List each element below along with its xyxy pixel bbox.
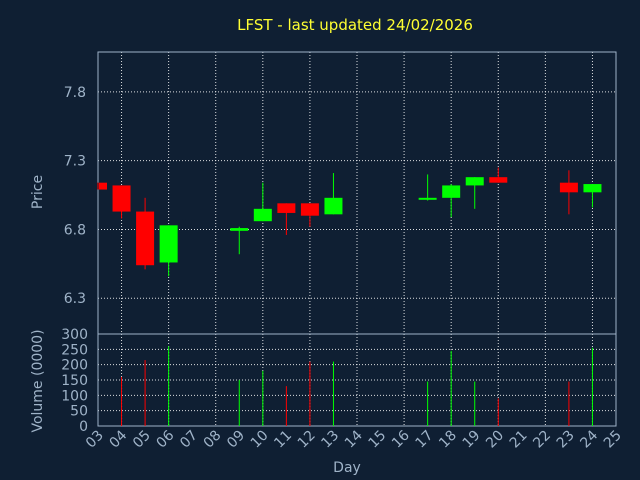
candles xyxy=(97,167,602,277)
day-tick-label: 12 xyxy=(295,428,319,452)
price-tick-label: 7.8 xyxy=(64,85,86,101)
day-tick-label: 20 xyxy=(483,428,507,452)
candle-body xyxy=(112,185,131,212)
candle-body xyxy=(253,208,272,222)
candle-body xyxy=(300,203,319,216)
volume-tick-label: 150 xyxy=(61,373,88,389)
day-tick-label: 21 xyxy=(507,428,531,452)
day-tick-label: 16 xyxy=(389,427,413,451)
candle-body xyxy=(583,184,602,193)
day-tick-label: 22 xyxy=(530,428,554,452)
candle-body xyxy=(159,225,178,263)
price-axis: 7.8 7.3 6.8 6.3 xyxy=(64,85,86,307)
candle-body xyxy=(489,177,508,183)
candle-body xyxy=(324,197,343,215)
candle-body xyxy=(418,197,437,200)
day-tick-label: 11 xyxy=(271,428,295,452)
day-tick-label: 10 xyxy=(248,428,272,452)
day-tick-label: 18 xyxy=(436,428,460,452)
candle-body xyxy=(136,211,155,266)
volume-tick-label: 300 xyxy=(61,327,88,343)
day-tick-label: 05 xyxy=(130,428,154,452)
volume-axis-label: Volume (0000) xyxy=(30,329,46,432)
day-tick-label: 19 xyxy=(460,428,484,452)
price-tick-label: 6.8 xyxy=(64,222,86,238)
volume-tick-label: 50 xyxy=(70,404,88,420)
volume-bars xyxy=(121,346,593,426)
volume-grid xyxy=(98,333,616,426)
price-tick-label: 7.3 xyxy=(64,154,86,170)
volume-tick-label: 250 xyxy=(61,342,88,358)
price-tick-label: 6.3 xyxy=(64,291,86,307)
day-tick-label: 04 xyxy=(106,427,130,451)
volume-tick-label: 200 xyxy=(61,358,88,374)
day-tick-label: 07 xyxy=(177,428,201,452)
day-tick-label: 13 xyxy=(318,428,342,452)
day-tick-label: 25 xyxy=(601,428,625,452)
candle-body xyxy=(277,203,296,213)
volume-tick-label: 100 xyxy=(61,388,88,404)
candle-body xyxy=(559,182,578,193)
day-axis: 03 04 05 06 07 08 09 10 11 12 13 14 15 16 17 18 19 20 21 22… xyxy=(83,427,625,451)
day-tick-label: 15 xyxy=(365,428,389,452)
day-tick-label: 24 xyxy=(577,427,601,451)
candle-body xyxy=(465,177,484,186)
day-tick-label: 23 xyxy=(554,428,578,452)
candle-body xyxy=(442,185,461,198)
volume-panel-frame xyxy=(97,333,617,427)
day-tick-label: 17 xyxy=(413,428,437,452)
candle-body xyxy=(99,182,107,190)
x-axis-label: Day xyxy=(333,460,361,476)
chart-title: LFST - last updated 24/02/2026 xyxy=(237,16,473,34)
candle-body xyxy=(230,228,249,231)
day-tick-label: 14 xyxy=(342,427,366,451)
day-tick-label: 06 xyxy=(154,427,178,451)
price-grid xyxy=(98,52,616,334)
day-tick-label: 09 xyxy=(224,428,248,452)
day-tick-label: 08 xyxy=(201,428,225,452)
y-axis-label: Price xyxy=(30,175,46,209)
volume-tick-label: 0 xyxy=(79,419,88,435)
